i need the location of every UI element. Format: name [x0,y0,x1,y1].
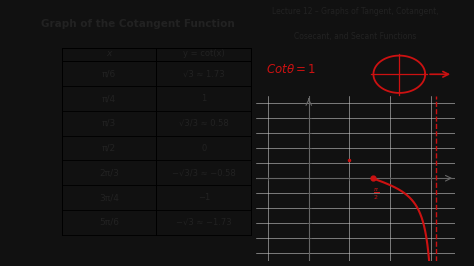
Text: 1: 1 [201,94,207,103]
Text: x: x [106,49,112,58]
Text: −1: −1 [198,193,210,202]
Text: √3/3 ≈ 0.58: √3/3 ≈ 0.58 [179,119,228,128]
Text: 5π/6: 5π/6 [99,218,119,227]
Text: π/3: π/3 [102,119,116,128]
Text: $Cot\theta=1$: $Cot\theta=1$ [266,63,316,76]
Text: Cosecant, and Secant Functions: Cosecant, and Secant Functions [294,32,417,41]
Text: π/6: π/6 [102,69,116,78]
Text: π/4: π/4 [102,94,116,103]
Text: Graph of the Cotangent Function: Graph of the Cotangent Function [41,19,234,29]
Text: π/2: π/2 [102,144,116,153]
Text: y = cot(x): y = cot(x) [183,49,225,58]
Text: 3π/4: 3π/4 [99,193,119,202]
Text: √3 ≈ 1.73: √3 ≈ 1.73 [183,69,225,78]
Text: −√3 ≈ −1.73: −√3 ≈ −1.73 [176,218,232,227]
Text: 0: 0 [201,144,207,153]
Text: 2π/3: 2π/3 [99,168,119,177]
Text: Lecture 12 – Graphs of Tangent, Cotangent,: Lecture 12 – Graphs of Tangent, Cotangen… [272,7,439,16]
Text: $\frac{\pi}{2}$: $\frac{\pi}{2}$ [374,186,379,202]
Text: −√3/3 ≈ −0.58: −√3/3 ≈ −0.58 [172,168,236,177]
